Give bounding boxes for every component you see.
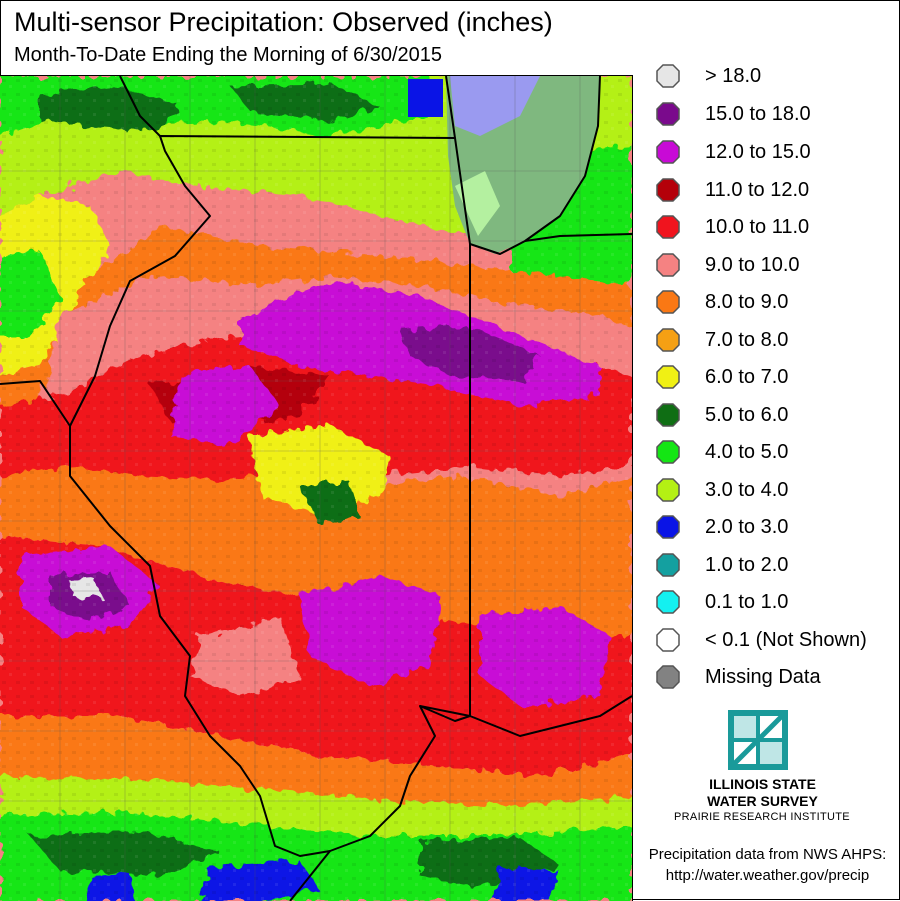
precipitation-map-graphic bbox=[0, 76, 632, 901]
legend-swatch-icon bbox=[656, 328, 680, 352]
legend-item: 12.0 to 15.0 bbox=[655, 138, 811, 166]
legend-swatch-icon bbox=[656, 665, 680, 689]
source-credit: Precipitation data from NWS AHPS: bbox=[648, 846, 887, 863]
legend-swatch-icon bbox=[656, 64, 680, 88]
source-url[interactable]: http://water.weather.gov/precip bbox=[665, 867, 870, 884]
legend-label: 10.0 to 11.0 bbox=[705, 215, 810, 238]
legend-label: > 18.0 bbox=[705, 64, 762, 87]
legend-swatch-icon bbox=[656, 403, 680, 427]
legend-item: > 18.0 bbox=[655, 62, 761, 90]
mississippi-river-north bbox=[119, 76, 161, 137]
legend-item: 1.0 to 2.0 bbox=[655, 551, 788, 579]
legend-item: 8.0 to 9.0 bbox=[655, 288, 788, 316]
legend-label: 0.1 to 1.0 bbox=[705, 590, 789, 613]
org-subtitle: PRAIRIE RESEARCH INSTITUTE bbox=[674, 811, 850, 823]
legend-label: < 0.1 (Not Shown) bbox=[705, 628, 867, 651]
legend-swatch-icon bbox=[656, 178, 680, 202]
legend-swatch-icon bbox=[656, 215, 680, 239]
legend-label: 11.0 to 12.0 bbox=[705, 178, 810, 201]
legend-label: 4.0 to 5.0 bbox=[705, 440, 789, 463]
legend-label: 8.0 to 9.0 bbox=[705, 290, 789, 313]
legend-swatch-icon bbox=[656, 102, 680, 126]
lake-michigan-shore-west bbox=[445, 76, 456, 139]
legend-label: 5.0 to 6.0 bbox=[705, 403, 789, 426]
legend-item: 4.0 to 5.0 bbox=[655, 438, 788, 466]
legend-item: 2.0 to 3.0 bbox=[655, 513, 788, 541]
org-name-line2: WATER SURVEY bbox=[707, 793, 818, 809]
legend-label: 12.0 to 15.0 bbox=[705, 140, 811, 163]
map-subtitle: Month-To-Date Ending the Morning of 6/30… bbox=[14, 44, 443, 66]
legend-item: 0.1 to 1.0 bbox=[655, 588, 788, 616]
legend-item: Missing Data bbox=[655, 663, 821, 691]
legend-swatch-icon bbox=[656, 515, 680, 539]
legend-swatch-icon bbox=[656, 590, 680, 614]
mississippi-river-south bbox=[289, 850, 331, 901]
legend-swatch-icon bbox=[656, 140, 680, 164]
iowa-missouri-border bbox=[0, 380, 71, 427]
legend-item: 10.0 to 11.0 bbox=[655, 213, 809, 241]
legend-label: 3.0 to 4.0 bbox=[705, 478, 789, 501]
legend-item: < 0.1 (Not Shown) bbox=[655, 626, 867, 654]
legend-item: 7.0 to 8.0 bbox=[655, 326, 788, 354]
legend-item: 11.0 to 12.0 bbox=[655, 176, 809, 204]
legend-item: 15.0 to 18.0 bbox=[655, 100, 811, 128]
legend-label: 9.0 to 10.0 bbox=[705, 253, 800, 276]
legend-swatch-icon bbox=[656, 253, 680, 277]
precipitation-map bbox=[0, 75, 633, 901]
legend-swatch-icon bbox=[656, 553, 680, 577]
legend-label: 6.0 to 7.0 bbox=[705, 365, 789, 388]
lake-michigan-shallow bbox=[455, 171, 500, 236]
legend-label: 1.0 to 2.0 bbox=[705, 553, 789, 576]
legend-swatch-icon bbox=[656, 290, 680, 314]
legend-item: 9.0 to 10.0 bbox=[655, 251, 800, 279]
state-boundaries bbox=[0, 76, 632, 901]
legend-item: 6.0 to 7.0 bbox=[655, 363, 788, 391]
legend-label: 15.0 to 18.0 bbox=[705, 102, 811, 125]
org-name-line1: ILLINOIS STATE bbox=[709, 776, 816, 792]
lake-michigan-north bbox=[450, 76, 540, 136]
county-lines bbox=[0, 76, 632, 901]
wisconsin-blue-area bbox=[408, 79, 443, 117]
legend-item: 3.0 to 4.0 bbox=[655, 476, 788, 504]
legend-swatch-icon bbox=[656, 478, 680, 502]
legend-label: Missing Data bbox=[705, 665, 821, 688]
legend-swatch-icon bbox=[656, 365, 680, 389]
lake-michigan-shore-east bbox=[524, 76, 601, 242]
isws-logo-icon bbox=[728, 710, 788, 770]
legend-label: 7.0 to 8.0 bbox=[705, 328, 789, 351]
legend-item: 5.0 to 6.0 bbox=[655, 401, 788, 429]
legend-label: 2.0 to 3.0 bbox=[705, 515, 789, 538]
ohio-river-indiana-kentucky bbox=[419, 695, 632, 737]
map-title: Multi-sensor Precipitation: Observed (in… bbox=[14, 7, 553, 37]
legend-swatch-icon bbox=[656, 628, 680, 652]
legend-swatch-icon bbox=[656, 440, 680, 464]
